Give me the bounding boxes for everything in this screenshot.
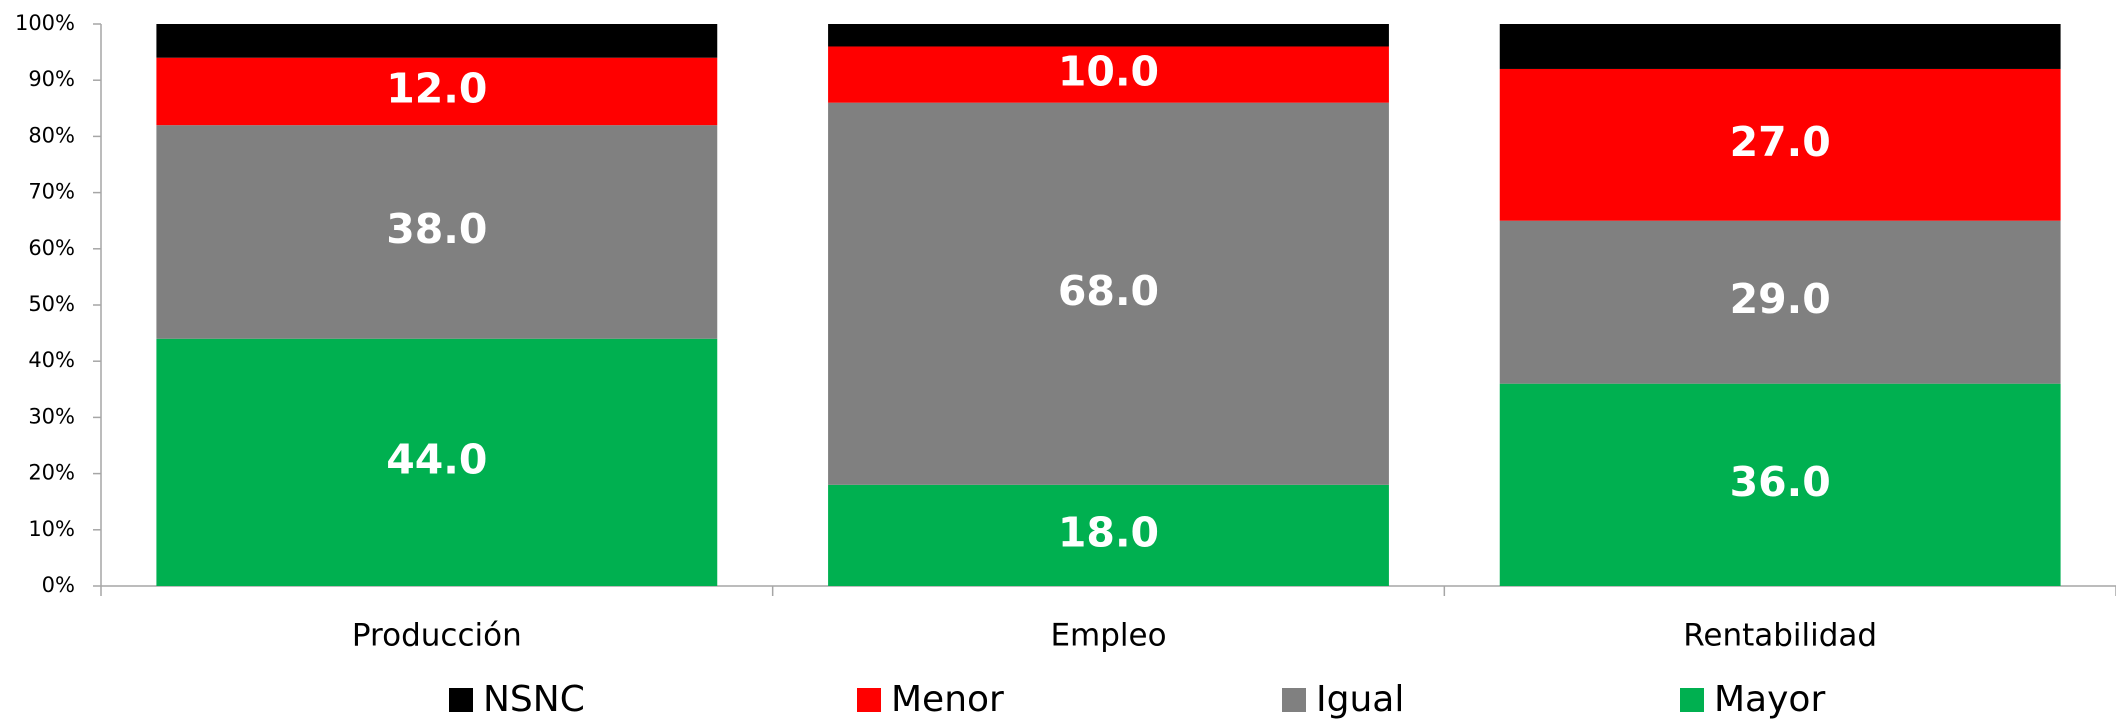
bar-segment <box>828 484 1389 586</box>
legend-swatch <box>1680 688 1704 712</box>
data-label: 44.0 <box>386 435 487 483</box>
legend-swatch <box>857 688 881 712</box>
bar-segment <box>828 24 1389 47</box>
data-label: 18.0 <box>1058 508 1159 556</box>
bar-segment <box>1499 24 2061 69</box>
legend-label: NSNC <box>483 679 585 720</box>
bar-segment <box>156 125 718 339</box>
legend-label: Menor <box>891 679 1004 720</box>
y-tick-label: 90% <box>28 67 75 91</box>
x-tick-label: Producción <box>352 618 522 654</box>
data-label: 38.0 <box>386 205 487 253</box>
legend-swatch <box>449 688 473 712</box>
data-label: 12.0 <box>386 64 487 112</box>
legend-label: Igual <box>1316 679 1404 720</box>
bar-segment <box>156 338 718 586</box>
y-tick-label: 30% <box>28 404 75 428</box>
data-label: 68.0 <box>1058 267 1159 315</box>
y-tick-label: 50% <box>28 292 75 316</box>
y-tick-label: 10% <box>28 517 75 541</box>
bar-segment <box>156 57 718 126</box>
data-label: 27.0 <box>1730 118 1831 166</box>
y-tick-label: 40% <box>28 348 75 372</box>
bar-segment <box>1499 383 2061 586</box>
legend-swatch <box>1282 688 1306 712</box>
bar-segment <box>156 24 718 58</box>
data-label: 10.0 <box>1058 48 1159 96</box>
x-tick-label: Empleo <box>1050 618 1166 654</box>
y-tick-label: 20% <box>28 461 75 485</box>
y-tick-label: 70% <box>28 180 75 204</box>
y-tick-label: 60% <box>28 236 75 260</box>
data-label: 29.0 <box>1730 275 1831 323</box>
bar-segment <box>1499 68 2061 221</box>
data-label: 36.0 <box>1730 458 1831 506</box>
x-tick-label: Rentabilidad <box>1683 618 1877 654</box>
bar-segment <box>1499 220 2061 384</box>
y-tick-label: 80% <box>28 123 75 147</box>
bar-segment <box>828 102 1389 485</box>
legend-label: Mayor <box>1714 679 1825 720</box>
y-tick-label: 100% <box>15 11 75 35</box>
y-tick-label: 0% <box>42 573 75 597</box>
bar-segment <box>828 46 1389 103</box>
